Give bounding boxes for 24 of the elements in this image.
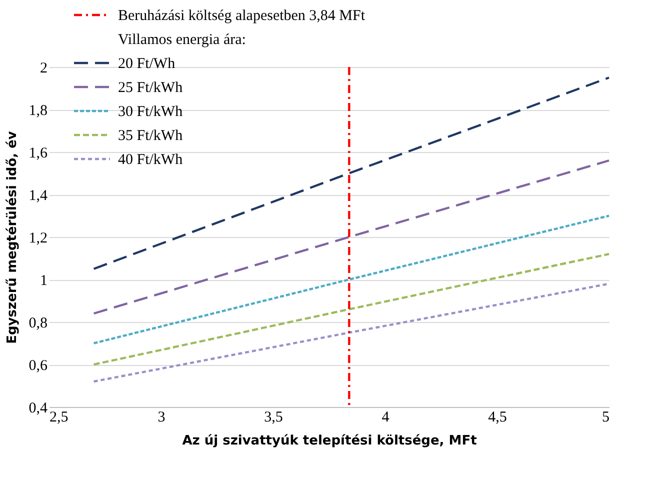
- legend-label: 35 Ft/kWh: [118, 128, 184, 144]
- legend-label: 30 Ft/kWh: [118, 104, 184, 120]
- x-tick-label: 2,5: [50, 410, 68, 426]
- legend-label: 40 Ft/kWh: [118, 152, 184, 168]
- y-tick-label: 0,4: [28, 400, 48, 416]
- x-axis-title: Az új szivattyúk telepítési költsége, MFt: [182, 434, 477, 448]
- legend-title: Villamos energia ára:: [118, 32, 246, 48]
- y-tick-label: 0,6: [28, 358, 48, 374]
- y-tick-label: 1,8: [28, 103, 48, 119]
- y-axis-title: Egyszerű megtérülési idő, év: [4, 130, 20, 344]
- x-tick-label: 3: [158, 410, 166, 426]
- y-tick-label: 1: [40, 273, 48, 289]
- x-tick-label: 3,5: [264, 410, 283, 426]
- legend-label: 25 Ft/kWh: [118, 80, 184, 96]
- x-tick-label: 5: [602, 410, 610, 426]
- x-tick-label: 4: [382, 410, 390, 426]
- x-tick-label: 4,5: [488, 410, 507, 426]
- y-tick-label: 1,4: [28, 188, 48, 204]
- y-tick-label: 1,2: [28, 230, 48, 246]
- y-tick-label: 1,6: [28, 146, 48, 162]
- legend-label: Beruházási költség alapesetben 3,84 MFt: [118, 8, 366, 24]
- legend-label: 20 Ft/Wh: [118, 56, 176, 72]
- y-tick-label: 2: [40, 60, 48, 76]
- y-tick-label: 0,8: [28, 316, 48, 332]
